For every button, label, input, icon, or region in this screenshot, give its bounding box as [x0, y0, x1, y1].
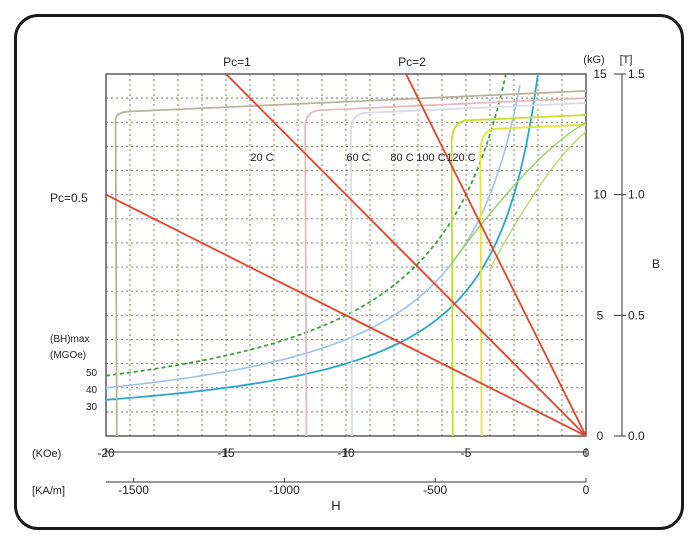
load-line-label: Pc=0.5 — [50, 191, 88, 205]
t-tick-label: 0.0 — [628, 429, 645, 443]
demag-curve-80c — [349, 102, 586, 436]
x-axis-title: H — [331, 498, 340, 513]
load-line — [106, 193, 586, 436]
load-line — [405, 74, 586, 436]
kam-tick-label: -1000 — [269, 483, 300, 497]
kam-unit-label: [KA/m] — [32, 485, 65, 497]
koe-tick-label: -5 — [461, 446, 472, 460]
kg-tick-label: 15 — [593, 67, 607, 81]
plot-border — [105, 73, 587, 437]
bh-curve-30 — [106, 74, 539, 401]
bh-level-label: 50 — [86, 368, 98, 379]
kam-tick-label: -500 — [423, 483, 447, 497]
bh-curve-50 — [106, 74, 507, 377]
temperature-label-80c: 80 C — [390, 152, 413, 164]
annotations: Pc=1 Pc=2 Pc=0.5 20 C 60 C 80 C 100 C 120 C (BH)… — [50, 55, 476, 413]
t-unit-label: [T] — [620, 54, 633, 66]
bh-level-label: 30 — [86, 402, 98, 413]
kam-tick-label: 0 — [583, 483, 590, 497]
kam-tick-label: -1500 — [118, 483, 149, 497]
t-tick-label: 1.0 — [628, 188, 645, 202]
energy-product-curves — [106, 74, 539, 401]
kg-tick-label: 5 — [597, 308, 604, 322]
koe-unit-label: (KOe) — [32, 448, 61, 460]
load-line — [225, 74, 586, 436]
y-axis-title: B — [652, 257, 660, 271]
kg-tick-label: 0 — [597, 429, 604, 443]
demagnetization-curves — [114, 89, 586, 436]
intrinsic-curve — [451, 121, 586, 264]
grid — [105, 73, 587, 437]
load-line-label: Pc=1 — [223, 55, 251, 69]
t-tick-label: 1.5 — [628, 67, 645, 81]
temperature-label-120c: 120 C — [446, 152, 475, 164]
bh-curve-40 — [106, 84, 521, 389]
koe-tick-label: 0 — [583, 446, 590, 460]
load-line-label: Pc=2 — [398, 55, 426, 69]
koe-tick-label: -15 — [217, 446, 235, 460]
bh-level-label: 40 — [86, 385, 98, 396]
koe-tick-label: -10 — [337, 446, 355, 460]
demag-curve-20c — [114, 89, 586, 436]
koe-tick-label: -20 — [97, 446, 115, 460]
temperature-label-20c: 20 C — [250, 152, 273, 164]
temperature-label-100c: 100 C — [416, 152, 445, 164]
bh-legend-title: (BH)max — [50, 334, 89, 345]
kg-tick-label: 10 — [593, 188, 607, 202]
demag-curve-60c — [304, 97, 586, 436]
intrinsic-curve — [489, 131, 586, 270]
axes: -20 -15 -10 -5 0 -1500 -1000 -500 0 (KOe) [KA/m] H 0… — [32, 54, 660, 513]
demag-curve-120c — [479, 123, 586, 436]
t-tick-label: 0.5 — [628, 308, 645, 322]
load-lines — [106, 74, 586, 436]
chart-frame — [14, 14, 684, 530]
demag-curve-100c — [450, 114, 586, 436]
kg-unit-label: (kG) — [583, 54, 604, 66]
bh-legend-unit: (MGOe) — [50, 350, 86, 361]
temperature-label-60c: 60 C — [346, 152, 369, 164]
